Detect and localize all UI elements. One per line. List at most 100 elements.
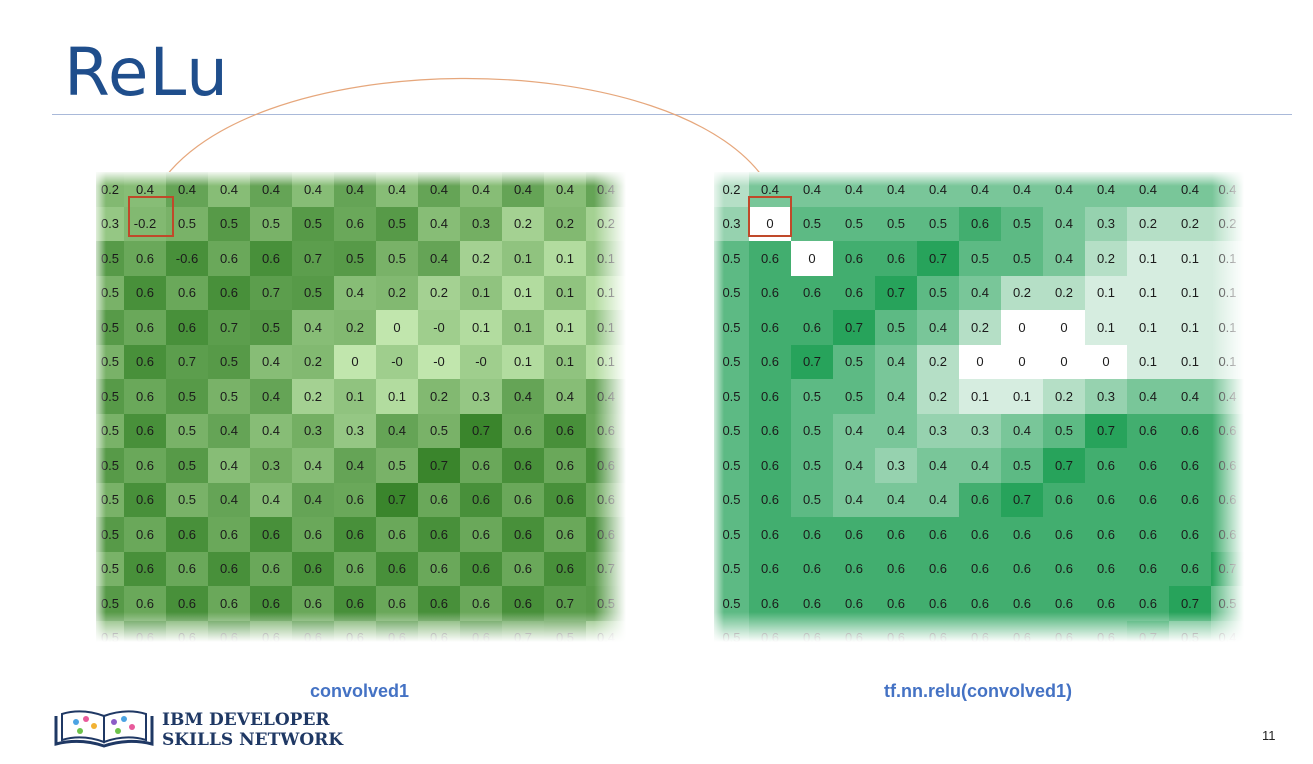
matrix-cell: 0.2 (544, 206, 586, 241)
matrix-cell: 0.7 (166, 344, 208, 379)
matrix-cell: -0.6 (166, 241, 208, 276)
matrix-cell: 0.6 (1211, 517, 1244, 552)
matrix-cell: 0.6 (418, 586, 460, 621)
matrix-cell: 0.6 (544, 517, 586, 552)
matrix-cell: 0.5 (1169, 620, 1211, 642)
matrix-cell: 0.5 (376, 206, 418, 241)
matrix-cell: 0.2 (1001, 275, 1043, 310)
matrix-cell: 0.4 (208, 448, 250, 483)
matrix-cell: 0.6 (166, 517, 208, 552)
matrix-cell: 0.6 (1127, 586, 1169, 621)
matrix-cell: 0.6 (1043, 551, 1085, 586)
matrix-cell: 0.1 (1211, 275, 1244, 310)
matrix-cell: 0.6 (917, 586, 959, 621)
matrix-cell: 0.6 (959, 517, 1001, 552)
matrix-cell: 0.4 (1211, 620, 1244, 642)
matrix-cell: 0.5 (166, 448, 208, 483)
matrix-cell: 0.7 (833, 310, 875, 345)
matrix-cell: 0.6 (791, 310, 833, 345)
matrix-cell: 0.6 (544, 482, 586, 517)
matrix-cell: -0 (376, 344, 418, 379)
matrix-cell: 0.6 (292, 586, 334, 621)
matrix-cell: 0.6 (502, 517, 544, 552)
matrix-cell: 0.2 (334, 310, 376, 345)
matrix-cell: 0.6 (208, 551, 250, 586)
matrix-cell: 0.1 (1211, 241, 1244, 276)
matrix-cell: 0.5 (917, 206, 959, 241)
matrix-cell: 0.3 (875, 448, 917, 483)
slide-title: ReLu (64, 34, 229, 111)
matrix-cell: 0 (1043, 310, 1085, 345)
matrix-cell: 0.1 (1169, 241, 1211, 276)
matrix-cell: 0.6 (833, 241, 875, 276)
matrix-cell: 0.5 (166, 413, 208, 448)
matrix-cell: 0.6 (460, 448, 502, 483)
matrix-cell: 0.7 (586, 551, 626, 586)
matrix-cell: 0.6 (1001, 620, 1043, 642)
matrix-cell: 0 (749, 206, 791, 241)
matrix-cell: 0.6 (208, 586, 250, 621)
matrix-cell: -0 (460, 344, 502, 379)
matrix-cell: 0.5 (208, 344, 250, 379)
input-matrix-caption: convolved1 (310, 681, 410, 701)
matrix-cell: 0.5 (250, 206, 292, 241)
matrix-cell: 0.6 (749, 448, 791, 483)
relu-output-caption: tf.nn.relu(convolved1) (884, 681, 1073, 701)
matrix-cell: 0.1 (1001, 379, 1043, 414)
matrix-cell: 0.4 (959, 172, 1001, 207)
matrix-cell: 0.4 (959, 448, 1001, 483)
matrix-cell: 0.5 (250, 310, 292, 345)
matrix-cell: 0.4 (544, 172, 586, 207)
matrix-cell: 0.6 (791, 275, 833, 310)
matrix-cell: 0.5 (714, 517, 749, 552)
matrix-cell: 0.1 (502, 275, 544, 310)
matrix-cell: 0.4 (875, 413, 917, 448)
matrix-cell: 0.4 (1001, 413, 1043, 448)
matrix-cell: 0.7 (208, 310, 250, 345)
matrix-cell: 0.6 (875, 241, 917, 276)
matrix-cell: 0.5 (1001, 206, 1043, 241)
matrix-cell: 0.4 (208, 413, 250, 448)
matrix-cell: 0.6 (250, 586, 292, 621)
matrix-cell: 0.6 (166, 551, 208, 586)
matrix-cell: 0.7 (791, 344, 833, 379)
matrix-cell: 0.6 (791, 517, 833, 552)
matrix-cell: 0.5 (96, 344, 124, 379)
matrix-cell: 0.1 (1169, 344, 1211, 379)
matrix-cell: 0.5 (376, 448, 418, 483)
matrix-cell: 0.4 (833, 413, 875, 448)
matrix-cell: 0.1 (544, 275, 586, 310)
matrix-cell: 0.3 (96, 206, 124, 241)
matrix-cell: 0.2 (1085, 241, 1127, 276)
matrix-cell: 0.6 (1043, 620, 1085, 642)
matrix-cell: 0.6 (376, 517, 418, 552)
matrix-cell: 0.6 (833, 275, 875, 310)
matrix-cell: 0.2 (502, 206, 544, 241)
matrix-cell: 0.4 (250, 379, 292, 414)
matrix-cell: 0 (334, 344, 376, 379)
matrix-cell: 0.6 (875, 586, 917, 621)
matrix-cell: 0.6 (502, 551, 544, 586)
matrix-cell: 0.6 (833, 586, 875, 621)
matrix-cell: 0.6 (586, 448, 626, 483)
matrix-cell: 0.5 (833, 344, 875, 379)
matrix-cell: 0.5 (208, 379, 250, 414)
matrix-cell: 0.5 (714, 241, 749, 276)
matrix-cell: 0.4 (875, 482, 917, 517)
matrix-cell: 0.6 (544, 413, 586, 448)
matrix-cell: 0.1 (544, 241, 586, 276)
matrix-cell: 0.5 (1211, 586, 1244, 621)
matrix-cell: 0.4 (250, 172, 292, 207)
matrix-cell: 0.5 (96, 517, 124, 552)
logo-line-2: SKILLS NETWORK (162, 730, 344, 750)
matrix-cell: 0.6 (544, 448, 586, 483)
matrix-cell: 0.6 (124, 241, 166, 276)
matrix-cell: 0.6 (749, 413, 791, 448)
matrix-cell: 0.5 (166, 482, 208, 517)
matrix-cell: 0.6 (208, 517, 250, 552)
matrix-cell: 0.6 (791, 620, 833, 642)
matrix-cell: 0.6 (875, 620, 917, 642)
matrix-cell: 0.1 (1127, 310, 1169, 345)
matrix-cell: 0.6 (124, 551, 166, 586)
matrix-cell: 0.4 (917, 448, 959, 483)
